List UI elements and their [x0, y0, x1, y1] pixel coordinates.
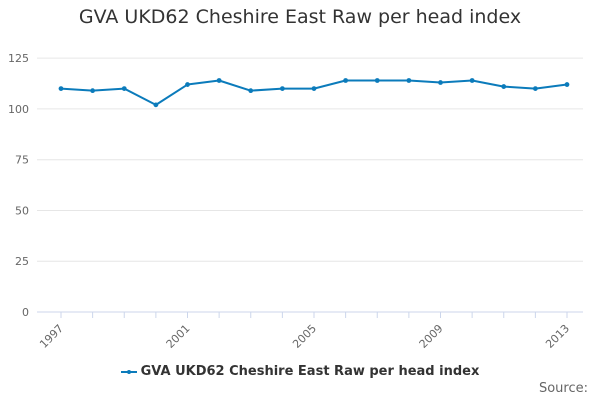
legend-line-marker-icon: [120, 367, 137, 377]
data-point: [532, 86, 538, 92]
data-point: [469, 78, 475, 83]
data-point: [501, 84, 507, 89]
data-point: [58, 86, 64, 92]
legend[interactable]: GVA UKD62 Cheshire East Raw per head ind…: [0, 364, 600, 381]
legend-item-gva[interactable]: GVA UKD62 Cheshire East Raw per head ind…: [120, 364, 480, 379]
grid-lines: [37, 57, 583, 318]
x-tick-label: 2013: [543, 322, 572, 351]
series-group: [58, 78, 570, 108]
x-tick-label: 2001: [164, 322, 193, 351]
data-point: [279, 86, 285, 92]
y-tick-label: 100: [8, 103, 29, 116]
x-axis-tick-labels: 1997 2001 2005 2009 2013: [37, 322, 572, 351]
series-line: [60, 79, 568, 106]
data-point: [374, 78, 380, 83]
y-tick-label: 50: [15, 204, 29, 217]
y-tick-label: 0: [22, 306, 29, 319]
data-point: [90, 88, 96, 94]
data-point: [248, 88, 254, 94]
x-tick-label: 1997: [37, 322, 66, 351]
data-point: [153, 102, 159, 108]
chart-title: GVA UKD62 Cheshire East Raw per head ind…: [78, 6, 522, 28]
data-point: [216, 78, 222, 83]
data-point: [406, 78, 412, 83]
y-axis-tick-labels: 0 25 50 75 100 125: [8, 52, 29, 319]
data-point: [185, 82, 190, 87]
y-tick-label: 25: [15, 255, 29, 268]
x-tick-label: 2005: [290, 322, 319, 351]
y-tick-label: 125: [8, 52, 29, 65]
data-point: [343, 78, 349, 83]
legend-label: GVA UKD62 Cheshire East Raw per head ind…: [140, 364, 480, 379]
data-point: [564, 82, 570, 87]
data-point: [311, 86, 317, 92]
source-credit[interactable]: Source:: [538, 381, 588, 396]
data-point: [121, 86, 127, 92]
data-point: [438, 80, 443, 85]
x-tick-label: 2009: [417, 322, 446, 351]
y-tick-label: 75: [15, 154, 29, 167]
